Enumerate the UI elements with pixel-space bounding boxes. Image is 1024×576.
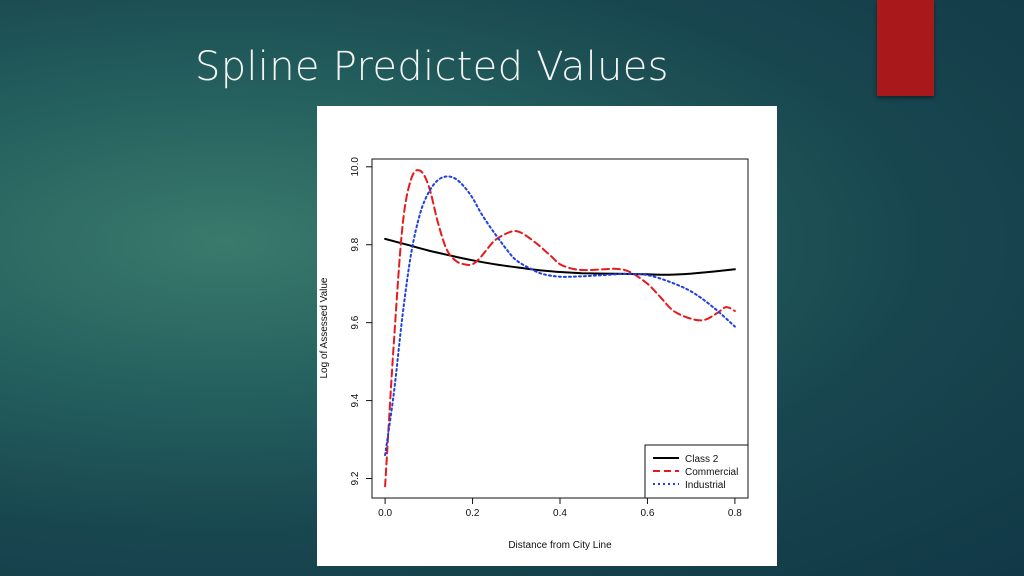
y-tick-label: 10.0 (350, 157, 361, 177)
legend-box (644, 444, 749, 499)
y-tick-label: 9.4 (350, 393, 361, 407)
legend-label-industrial: Industrial (685, 480, 726, 491)
y-tick-label: 9.6 (350, 315, 361, 329)
legend-label-commercial: Commercial (685, 467, 738, 478)
legend-label-class-2: Class 2 (685, 454, 719, 465)
x-tick-label: 0.2 (466, 508, 480, 519)
slide-title: Spline Predicted Values (195, 44, 669, 90)
x-tick-label: 0.8 (728, 508, 742, 519)
y-tick-label: 9.8 (350, 237, 361, 251)
y-tick-label: 9.2 (350, 471, 361, 485)
y-axis-label: Log of Assessed Value (319, 277, 330, 378)
series-lines (384, 169, 736, 488)
accent-bar (877, 0, 934, 96)
series-line-industrial (384, 175, 736, 457)
legend: Class 2 Commercial Industrial (644, 444, 749, 499)
series-line-class-2 (384, 237, 736, 276)
spline-chart: 0.0 0.2 0.4 0.6 0.8 9.2 9.4 9.6 9.8 10.0 Distance… (319, 157, 749, 551)
x-tick-label: 0.6 (640, 508, 654, 519)
x-tick-label: 0.0 (378, 508, 392, 519)
chart-panel: 0.0 0.2 0.4 0.6 0.8 9.2 9.4 9.6 9.8 10.0 Distance… (317, 106, 777, 566)
x-axis-label: Distance from City Line (508, 540, 612, 551)
x-tick-label: 0.4 (553, 508, 567, 519)
axis-ticks: 0.0 0.2 0.4 0.6 0.8 9.2 9.4 9.6 9.8 10.0 (350, 157, 742, 519)
series-line-commercial (384, 169, 736, 488)
